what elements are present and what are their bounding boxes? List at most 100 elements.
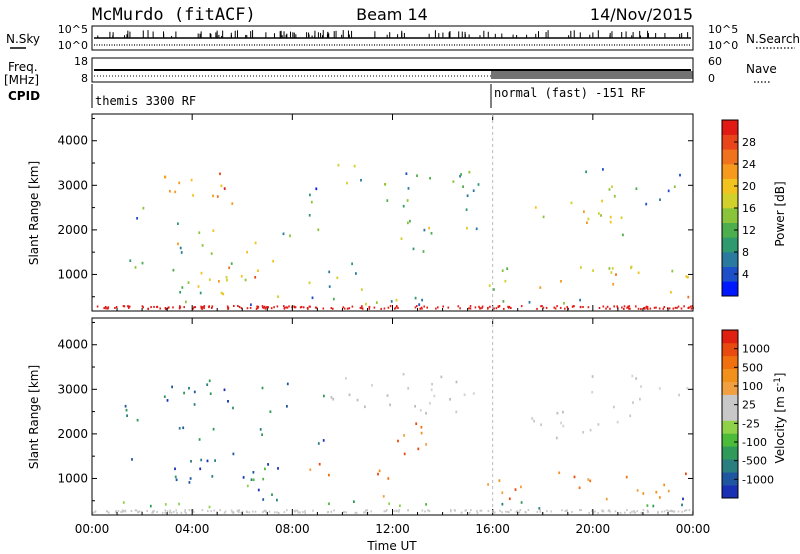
- power-ground-cell: [203, 305, 206, 308]
- power-echo-cell: [244, 278, 247, 282]
- velocity-echo-cell: [386, 394, 389, 397]
- power-ground-cell: [238, 306, 241, 308]
- velocity-echo-cell: [364, 405, 366, 409]
- power-echo-cell: [635, 187, 638, 190]
- velocity-echo-cell: [208, 379, 211, 383]
- power-echo-cell: [609, 220, 612, 224]
- velocity-echo-cell: [533, 419, 535, 423]
- velocity-echo-cell: [573, 475, 576, 479]
- velocity-ytick-label: 1000: [57, 471, 88, 485]
- power-echo-cell: [534, 206, 537, 209]
- velocity-colorbar-swatch: [722, 368, 738, 382]
- velocity-echo-cell: [531, 417, 534, 420]
- velocity-echo-cell: [189, 477, 192, 480]
- power-ground-cell: [267, 306, 269, 309]
- power-echo-cell: [134, 266, 137, 269]
- power-ground-cell: [416, 305, 418, 308]
- velocity-ground-cell: [180, 511, 183, 514]
- nave-label: Nave: [746, 62, 777, 76]
- power-echo-cell: [384, 183, 387, 186]
- velocity-ground-cell: [640, 511, 643, 514]
- velocity-ground-cell: [669, 510, 671, 512]
- freq-panel: Freq. [MHz] 18 8 60 0 Nave: [4, 55, 777, 87]
- velocity-ground-cell: [619, 511, 622, 514]
- velocity-ground-cell: [363, 511, 365, 514]
- velocity-colorbar-swatch: [722, 420, 738, 434]
- velocity-ground-cell: [355, 511, 358, 514]
- power-ground-cell: [628, 307, 630, 310]
- velocity-echo-cell: [356, 398, 359, 402]
- velocity-echo-cell: [387, 477, 390, 480]
- velocity-echo-cell: [449, 398, 451, 401]
- velocity-echo-cell: [415, 422, 418, 425]
- velocity-echo-cell: [277, 467, 279, 470]
- velocity-ground-cell: [192, 511, 194, 514]
- velocity-ground-cell: [597, 511, 599, 514]
- velocity-echo-cell: [555, 436, 558, 440]
- power-ground-cell: [457, 305, 460, 308]
- power-echo-cell: [386, 199, 389, 202]
- power-ground-cell: [332, 307, 334, 310]
- power-ground-cell: [179, 305, 181, 308]
- power-ground-cell: [579, 305, 582, 308]
- power-echo-cell: [219, 172, 221, 176]
- velocity-ground-cell: [468, 511, 471, 514]
- power-ground-cell: [208, 306, 210, 309]
- power-ground-cell: [288, 305, 290, 308]
- power-ground-cell: [613, 305, 615, 308]
- velocity-echo-cell: [667, 489, 670, 493]
- power-echo-cell: [328, 285, 331, 288]
- power-colorbar-label: 8: [742, 246, 749, 259]
- power-ground-cell: [663, 306, 666, 308]
- velocity-ground-cell: [633, 511, 636, 514]
- velocity-ground-cell: [365, 509, 367, 512]
- power-echo-cell: [179, 246, 182, 250]
- velocity-echo-cell: [589, 428, 592, 432]
- power-ground-cell: [286, 306, 289, 309]
- velocity-echo-cell: [328, 502, 330, 506]
- velocity-ground-cell: [230, 509, 233, 512]
- velocity-echo-cell: [149, 504, 152, 508]
- power-echo-cell: [317, 228, 320, 232]
- power-echo-cell: [178, 181, 181, 185]
- power-ground-cell: [495, 307, 498, 310]
- nsearch-bottom-tick: 10^0: [708, 39, 738, 52]
- velocity-echo-cell: [348, 393, 351, 397]
- velocity-echo-cell: [562, 410, 564, 414]
- power-echo-cell: [460, 173, 462, 176]
- power-ytick-label: 4000: [57, 134, 88, 148]
- velocity-ground-cell: [268, 510, 271, 513]
- power-echo-cell: [570, 201, 573, 205]
- power-echo-cell: [585, 170, 587, 174]
- power-colorbar-label: 28: [742, 136, 756, 149]
- power-ground-cell: [330, 307, 333, 310]
- velocity-echo-cell: [639, 397, 641, 401]
- power-ground-cell: [587, 306, 590, 309]
- velocity-echo-cell: [397, 439, 399, 443]
- power-echo-cell: [172, 268, 175, 272]
- velocity-echo-cell: [164, 503, 167, 506]
- velocity-echo-cell: [190, 460, 192, 463]
- velocity-ground-cell: [92, 511, 95, 514]
- velocity-echo-cell: [318, 462, 321, 466]
- power-colorbar-swatch: [722, 164, 738, 179]
- power-echo-cell: [687, 275, 689, 279]
- power-echo-cell: [181, 286, 184, 289]
- power-ground-cell: [507, 305, 509, 308]
- velocity-echo-cell: [640, 385, 642, 388]
- velocity-ground-cell: [450, 509, 452, 511]
- power-ground-cell: [203, 307, 205, 310]
- nave-trace-2: [491, 71, 693, 79]
- velocity-echo-cell: [407, 387, 410, 390]
- x-tick-label: 16:00: [475, 522, 510, 536]
- power-ground-cell: [383, 307, 386, 310]
- power-echo-cell: [226, 278, 228, 282]
- velocity-echo-cell: [636, 489, 639, 492]
- velocity-ytick-label: 3000: [57, 382, 88, 396]
- velocity-ground-cell: [614, 510, 617, 513]
- velocity-ground-cell: [661, 510, 663, 513]
- velocity-ground-cell: [264, 510, 267, 513]
- power-ground-cell: [668, 307, 671, 310]
- velocity-ground-cell: [515, 510, 518, 513]
- velocity-ground-cell: [330, 510, 333, 513]
